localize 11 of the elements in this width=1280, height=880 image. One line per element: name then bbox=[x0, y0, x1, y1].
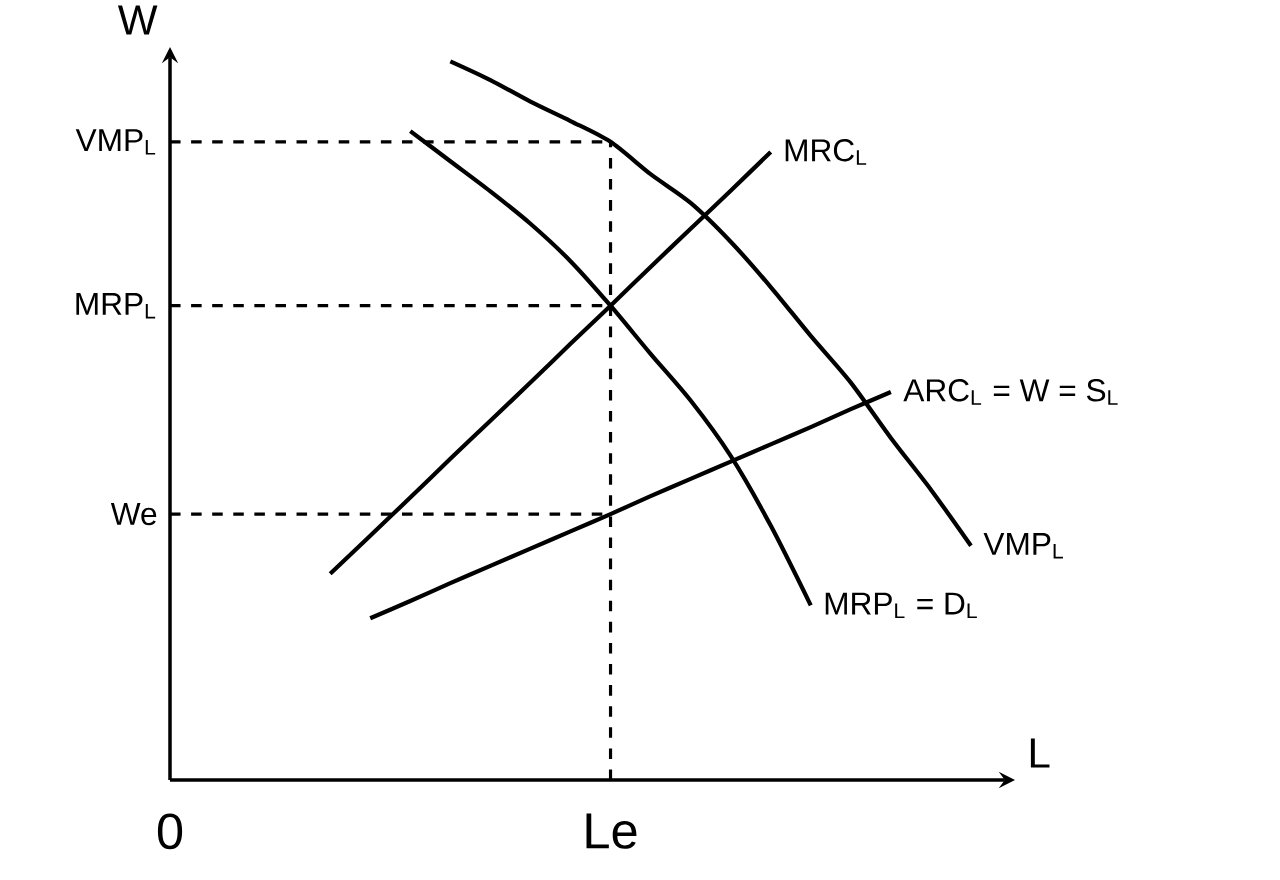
ref-line-label: VMP$_{L}$ bbox=[75, 129, 156, 155]
series-label: VMP$_{L}$ bbox=[983, 533, 1063, 559]
ref-line-label: We bbox=[110, 503, 157, 526]
x-tick-label: 0 bbox=[157, 813, 183, 850]
x-tick-label: Le bbox=[586, 813, 637, 849]
x-axis-title: L bbox=[1030, 738, 1050, 768]
ref-line-label: MRP$_{L}$ bbox=[76, 293, 156, 319]
series-label: ARC$_{L}$ = W = S$_{L}$ bbox=[903, 379, 1118, 405]
series-label: MRC$_{L}$ bbox=[785, 139, 867, 165]
y-axis-title: W bbox=[117, 5, 158, 35]
series-label: MRP$_{L}$ = D$_{L}$ bbox=[825, 592, 977, 619]
